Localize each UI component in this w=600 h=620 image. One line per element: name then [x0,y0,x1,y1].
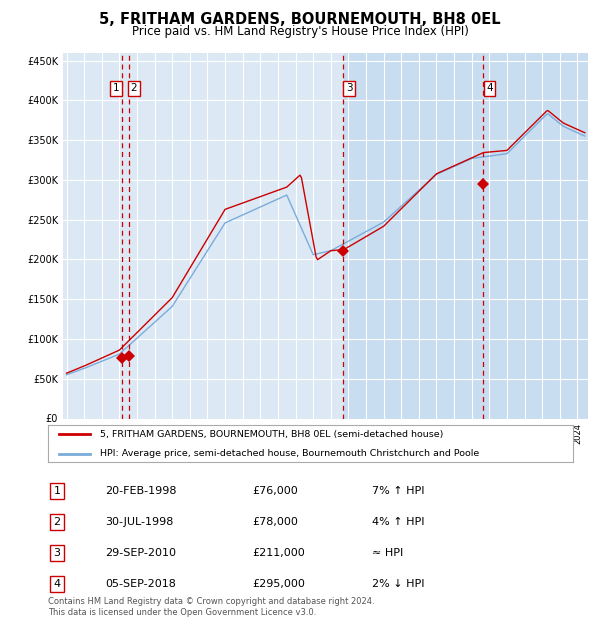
Text: £78,000: £78,000 [252,517,298,527]
Text: 30-JUL-1998: 30-JUL-1998 [105,517,173,527]
Text: 1: 1 [113,84,119,94]
Text: £76,000: £76,000 [252,486,298,496]
Text: 4: 4 [53,579,61,589]
Text: 5, FRITHAM GARDENS, BOURNEMOUTH, BH8 0EL: 5, FRITHAM GARDENS, BOURNEMOUTH, BH8 0EL [99,12,501,27]
Text: 4% ↑ HPI: 4% ↑ HPI [372,517,425,527]
Text: ≈ HPI: ≈ HPI [372,548,403,558]
Text: 3: 3 [346,84,353,94]
Bar [344,53,588,419]
Text: 1: 1 [53,486,61,496]
Text: Price paid vs. HM Land Registry's House Price Index (HPI): Price paid vs. HM Land Registry's House … [131,25,469,38]
Text: £211,000: £211,000 [252,548,305,558]
Text: £295,000: £295,000 [252,579,305,589]
Text: 20-FEB-1998: 20-FEB-1998 [105,486,176,496]
Text: 7% ↑ HPI: 7% ↑ HPI [372,486,425,496]
Text: HPI: Average price, semi-detached house, Bournemouth Christchurch and Poole: HPI: Average price, semi-detached house,… [101,450,480,458]
Text: 4: 4 [486,84,493,94]
Text: 5, FRITHAM GARDENS, BOURNEMOUTH, BH8 0EL (semi-detached house): 5, FRITHAM GARDENS, BOURNEMOUTH, BH8 0EL… [101,430,444,438]
Text: 3: 3 [53,548,61,558]
Text: 2% ↓ HPI: 2% ↓ HPI [372,579,425,589]
Text: 29-SEP-2010: 29-SEP-2010 [105,548,176,558]
Bar [63,53,344,419]
Text: 2: 2 [53,517,61,527]
Text: 2: 2 [131,84,137,94]
Text: 05-SEP-2018: 05-SEP-2018 [105,579,176,589]
Text: Contains HM Land Registry data © Crown copyright and database right 2024.
This d: Contains HM Land Registry data © Crown c… [48,598,374,617]
